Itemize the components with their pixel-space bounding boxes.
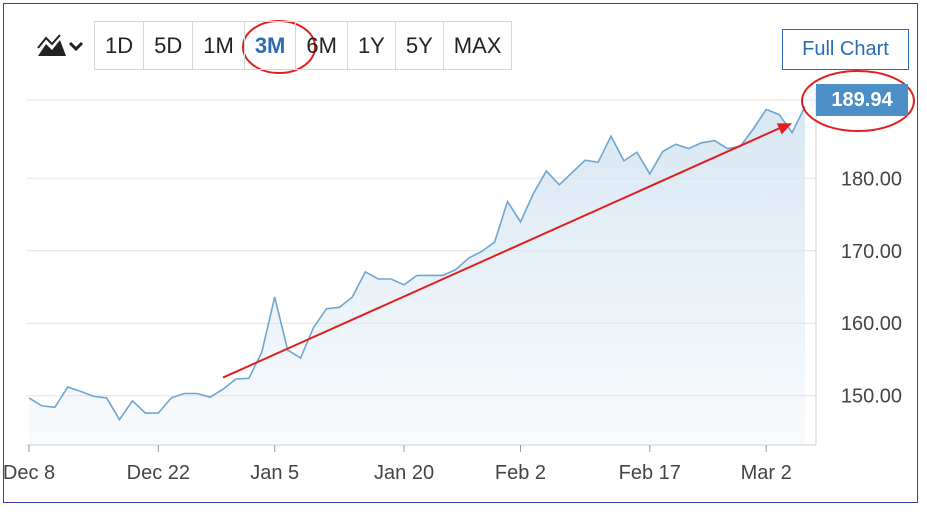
range-selector: 1D 5D 1M 3M 6M 1Y 5Y MAX: [94, 21, 513, 70]
data-point: [675, 143, 677, 145]
data-point: [700, 142, 702, 144]
current-price-badge: 189.94: [816, 84, 908, 116]
data-point: [390, 278, 392, 280]
data-point: [196, 392, 198, 394]
data-point: [261, 351, 263, 353]
data-point: [325, 308, 327, 310]
data-point: [636, 151, 638, 153]
data-point: [67, 386, 69, 388]
data-point: [429, 274, 431, 276]
data-point: [545, 170, 547, 172]
data-point: [235, 378, 237, 380]
y-tick-label: 170.00: [841, 241, 902, 263]
full-chart-button[interactable]: Full Chart: [782, 29, 909, 70]
data-point: [41, 405, 43, 407]
x-tick-label: Feb 17: [619, 462, 681, 484]
data-point: [519, 221, 521, 223]
data-point: [93, 395, 95, 397]
x-tick-label: Dec 22: [127, 462, 190, 484]
y-tick-label: 150.00: [841, 386, 902, 408]
trend-arrow-head: [776, 123, 793, 135]
y-tick-label: 160.00: [841, 313, 902, 335]
data-point: [351, 296, 353, 298]
range-button-1y[interactable]: 1Y: [348, 22, 396, 69]
x-axis: Dec 8 Dec 22 Jan 5 Jan 20 Feb 2 Feb 17 Mar 2: [3, 445, 792, 484]
data-point: [752, 128, 754, 130]
toolbar: 1D 5D 1M 3M 6M 1Y 5Y MAX: [26, 21, 513, 70]
data-point: [649, 173, 651, 175]
data-point: [131, 400, 133, 402]
chart-type-selector[interactable]: [26, 21, 94, 70]
y-axis: 150.00 160.00 170.00 180.00: [841, 168, 902, 407]
data-point: [105, 397, 107, 399]
x-tick-label: Mar 2: [741, 462, 792, 484]
data-point: [248, 377, 250, 379]
trend-arrow-line: [222, 125, 785, 379]
data-point: [571, 171, 573, 173]
data-point: [312, 326, 314, 328]
data-point: [662, 150, 664, 152]
data-point: [416, 274, 418, 276]
data-point: [713, 139, 715, 141]
data-point: [364, 271, 366, 273]
range-button-6m[interactable]: 6M: [296, 22, 348, 69]
data-point: [338, 306, 340, 308]
data-point: [157, 412, 159, 414]
data-point: [493, 241, 495, 243]
annotations: [222, 20, 915, 379]
y-tick-label: 180.00: [841, 168, 902, 190]
data-point: [222, 388, 224, 390]
data-point: [584, 159, 586, 161]
chevron-down-icon: [68, 41, 84, 51]
data-point: [532, 192, 534, 194]
data-point: [54, 406, 56, 408]
x-tick-label: Feb 2: [495, 462, 546, 484]
data-point: [403, 284, 405, 286]
data-point: [623, 160, 625, 162]
range-button-1m[interactable]: 1M: [193, 22, 245, 69]
range-button-1d[interactable]: 1D: [95, 22, 145, 69]
highlight-circle-price: [801, 70, 915, 132]
mountain-chart-icon: [37, 33, 84, 56]
data-point: [778, 113, 780, 115]
data-point: [687, 147, 689, 149]
data-point: [144, 412, 146, 414]
data-point: [28, 397, 30, 399]
range-button-5y[interactable]: 5Y: [396, 22, 444, 69]
x-tick-label: Dec 8: [3, 462, 55, 484]
data-point: [726, 147, 728, 149]
data-point: [481, 250, 483, 252]
data-point: [791, 131, 793, 133]
data-point: [299, 357, 301, 359]
data-point: [118, 418, 120, 420]
data-point: [506, 200, 508, 202]
data-point: [558, 184, 560, 186]
x-tick-label: Jan 5: [250, 462, 299, 484]
data-point: [274, 296, 276, 298]
range-button-5d[interactable]: 5D: [144, 22, 194, 69]
data-point: [610, 135, 612, 137]
data-point: [170, 397, 172, 399]
data-point: [765, 108, 767, 110]
data-point: [468, 257, 470, 259]
data-point: [209, 396, 211, 398]
data-point: [455, 268, 457, 270]
price-line: [28, 106, 806, 422]
data-point: [442, 274, 444, 276]
range-button-max[interactable]: MAX: [453, 32, 502, 58]
data-point: [377, 278, 379, 280]
data-point: [80, 390, 82, 392]
data-point: [597, 161, 599, 163]
x-tick-label: Jan 20: [374, 462, 434, 484]
data-point: [183, 392, 185, 394]
range-button-3m[interactable]: 3M: [245, 22, 297, 69]
